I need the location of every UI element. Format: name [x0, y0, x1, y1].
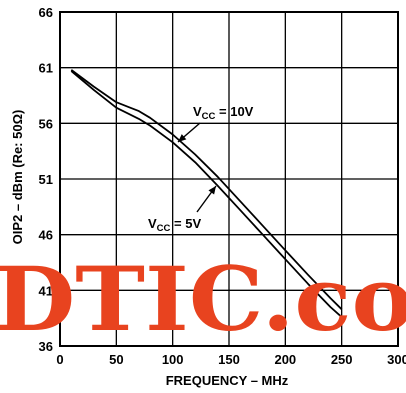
series-line-vcc-10v — [70, 69, 343, 310]
annotation-vcc-10v: VCC = 10V — [193, 104, 254, 122]
series-annotations: VCC = 10V VCC = 5V — [148, 104, 254, 234]
plot-frame — [59, 11, 399, 347]
watermark-text: DTIC.co — [0, 247, 406, 351]
annotation-vcc-5v: VCC = 5V — [148, 216, 201, 234]
x-tick-label: 0 — [56, 352, 63, 367]
y-tick-labels: 36 41 46 51 56 61 66 — [39, 5, 53, 354]
y-tick-label: 36 — [39, 339, 53, 354]
y-tick-label: 51 — [39, 172, 53, 187]
annotation-arrow-vcc-5v-head — [208, 186, 216, 195]
series-line-vcc-5v — [70, 70, 343, 318]
y-tick-label: 46 — [39, 228, 53, 243]
x-tick-label: 300 — [387, 352, 406, 367]
y-tick-label: 66 — [39, 5, 53, 20]
y-tick-label: 61 — [39, 61, 53, 76]
grid — [59, 11, 399, 347]
y-tick-label: 56 — [39, 116, 53, 131]
annotation-arrow-vcc-10v-head — [178, 134, 187, 142]
y-tick-label: 41 — [39, 283, 53, 298]
x-tick-label: 50 — [109, 352, 123, 367]
y-axis-title: OIP2 – dBm (Re: 50Ω) — [10, 110, 25, 245]
x-tick-label: 200 — [274, 352, 296, 367]
x-tick-labels: 0 50 100 150 200 250 300 — [56, 352, 406, 367]
x-tick-label: 250 — [331, 352, 353, 367]
x-tick-label: 150 — [218, 352, 240, 367]
x-axis-title: FREQUENCY – MHz — [166, 373, 289, 388]
series-lines — [70, 69, 343, 318]
x-tick-label: 100 — [162, 352, 184, 367]
